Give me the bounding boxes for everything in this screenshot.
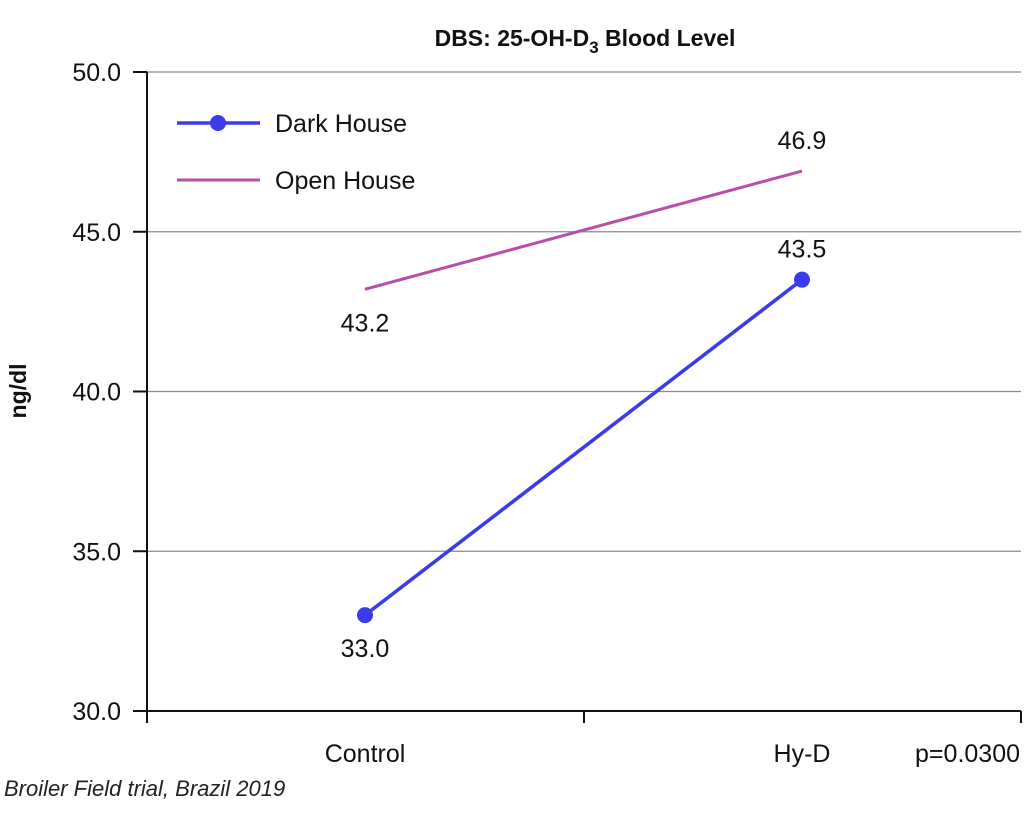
- legend: Dark House Open House: [177, 110, 415, 195]
- data-point-marker: [357, 607, 373, 624]
- series-line-dark-house: [363, 278, 804, 617]
- y-tick-labels: 30.0 35.0 40.0 45.0 50.0: [72, 59, 121, 726]
- data-label: 43.2: [341, 309, 390, 337]
- y-tick-label: 45.0: [72, 219, 121, 247]
- legend-swatch-marker: [210, 115, 226, 131]
- y-tick-label: 40.0: [72, 379, 121, 407]
- footnote: Broiler Field trial, Brazil 2019: [4, 776, 286, 801]
- x-tick-label: Hy-D: [774, 740, 831, 768]
- data-label: 46.9: [778, 127, 827, 155]
- chart-title-subscript: 3: [589, 38, 598, 57]
- data-labels: 33.0 43.5 43.2 46.9: [341, 127, 827, 663]
- p-value-annotation: p=0.0300: [915, 740, 1020, 768]
- chart-title-suffix: Blood Level: [599, 25, 736, 51]
- y-axis-label: ng/dl: [5, 364, 31, 419]
- series: [357, 169, 810, 624]
- legend-label: Dark House: [275, 110, 407, 138]
- series-line-open-house: [364, 169, 803, 291]
- x-tick-label: Control: [325, 740, 406, 768]
- data-label: 33.0: [341, 635, 390, 663]
- y-tick-label: 35.0: [72, 538, 121, 566]
- y-tick-label: 50.0: [72, 59, 121, 87]
- data-point-marker: [794, 271, 810, 288]
- gridlines: [133, 71, 1021, 712]
- legend-label: Open House: [275, 167, 415, 195]
- chart-title: DBS: 25-OH-D3 Blood Level: [435, 25, 736, 57]
- data-label: 43.5: [778, 236, 827, 264]
- axes: [146, 72, 1022, 723]
- x-tick-labels: Control Hy-D: [325, 740, 831, 768]
- chart: DBS: 25-OH-D3 Blood Level 30.0 35.0 40.0 45…: [5, 25, 1022, 768]
- chart-title-main: DBS: 25-OH-D: [435, 25, 590, 51]
- y-tick-label: 30.0: [72, 698, 121, 726]
